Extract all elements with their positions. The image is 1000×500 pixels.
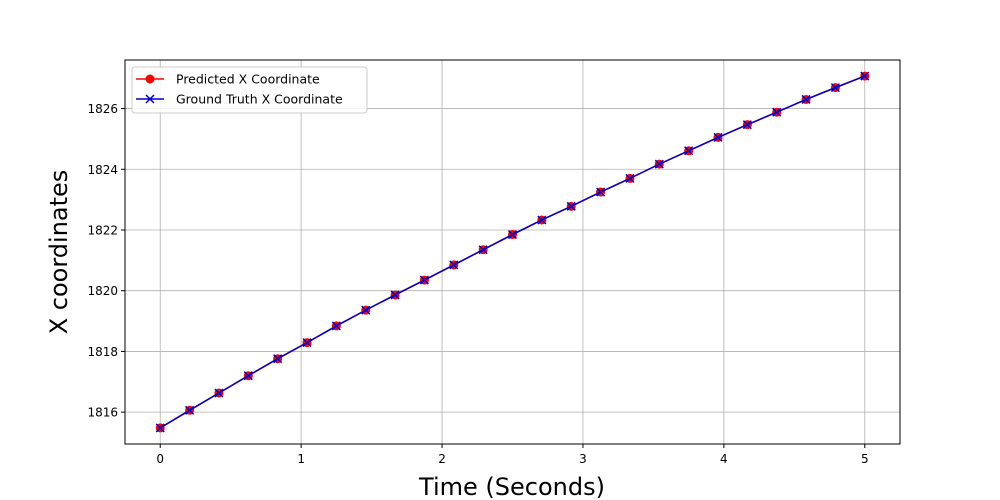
y-tick-label: 1816	[87, 406, 118, 420]
data-point-ground-truth-x-coordinate	[390, 290, 400, 300]
legend-box	[131, 66, 368, 114]
y-tick-label: 1818	[87, 345, 118, 359]
x-tick-label: 3	[579, 452, 587, 466]
series-line-ground-truth-x-coordinate	[159, 75, 866, 429]
data-point-ground-truth-x-coordinate	[596, 187, 606, 197]
data-point-ground-truth-x-coordinate	[214, 388, 224, 398]
data-point-ground-truth-x-coordinate	[713, 132, 723, 142]
y-tick-label: 1822	[87, 223, 118, 237]
legend-marker-predicted	[145, 74, 155, 84]
series-layer	[155, 71, 870, 433]
y-tick-label: 1820	[87, 284, 118, 298]
data-point-ground-truth-x-coordinate	[185, 405, 195, 415]
legend: Predicted X Coordinate Ground Truth X Co…	[131, 66, 368, 114]
legend-marker-ground-truth	[145, 94, 155, 104]
data-point-ground-truth-x-coordinate	[684, 146, 694, 156]
data-point-ground-truth-x-coordinate	[302, 338, 312, 348]
data-point-ground-truth-x-coordinate	[419, 275, 429, 285]
data-point-ground-truth-x-coordinate	[273, 354, 283, 364]
data-point-ground-truth-x-coordinate	[331, 321, 341, 331]
data-point-ground-truth-x-coordinate	[860, 71, 870, 81]
x-tick-label: 5	[861, 452, 869, 466]
x-tick-label: 2	[438, 452, 446, 466]
data-point-ground-truth-x-coordinate	[654, 159, 664, 169]
x-tick-label: 4	[720, 452, 728, 466]
data-point-ground-truth-x-coordinate	[243, 371, 253, 381]
data-point-ground-truth-x-coordinate	[801, 94, 811, 104]
data-point-ground-truth-x-coordinate	[830, 83, 840, 93]
data-point-ground-truth-x-coordinate	[772, 107, 782, 117]
y-axis-title: X coordinates	[45, 170, 73, 335]
x-tick-label: 1	[297, 452, 305, 466]
data-point-ground-truth-x-coordinate	[361, 305, 371, 315]
data-point-ground-truth-x-coordinate	[155, 423, 165, 433]
y-tick-label: 1826	[87, 102, 118, 116]
data-point-ground-truth-x-coordinate	[537, 215, 547, 225]
data-point-ground-truth-x-coordinate	[625, 173, 635, 183]
data-point-ground-truth-x-coordinate	[507, 230, 518, 240]
y-axis-ticks: 1816 1818 1820 1822 1824 1826	[87, 102, 125, 420]
x-tick-label: 0	[156, 452, 164, 466]
data-point-ground-truth-x-coordinate	[478, 245, 488, 255]
x-axis-ticks: 0 1 2 3 4 5	[156, 444, 869, 466]
series-line-predicted-x-coordinate	[159, 75, 866, 429]
grid-lines	[125, 60, 900, 444]
legend-label-predicted: Predicted X Coordinate	[176, 72, 320, 87]
x-axis-title: Time (Seconds)	[418, 473, 605, 500]
y-tick-label: 1824	[87, 163, 118, 177]
data-point-ground-truth-x-coordinate	[742, 120, 752, 130]
legend-label-ground-truth: Ground Truth X Coordinate	[176, 92, 343, 107]
data-point-ground-truth-x-coordinate	[566, 201, 576, 211]
data-point-ground-truth-x-coordinate	[449, 260, 459, 270]
plot-frame	[124, 59, 901, 445]
